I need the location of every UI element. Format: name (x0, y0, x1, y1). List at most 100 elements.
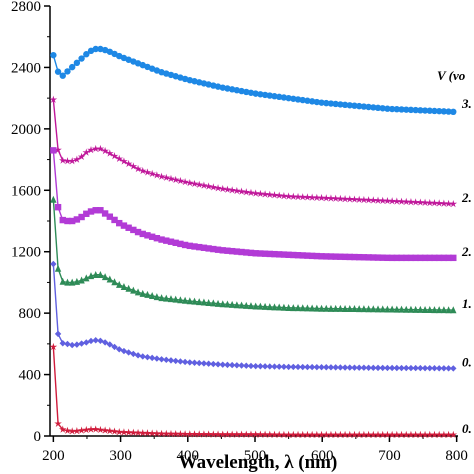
data-point (379, 254, 386, 261)
data-point (294, 363, 302, 371)
data-point (355, 305, 363, 313)
data-point (120, 428, 128, 436)
series-line (52, 150, 454, 259)
data-point (337, 253, 344, 260)
data-point (247, 362, 255, 370)
series-line (52, 48, 454, 113)
data-point (332, 253, 339, 260)
data-point (251, 189, 260, 197)
data-point (327, 100, 335, 107)
data-point (73, 427, 81, 435)
data-point (261, 91, 269, 99)
data-point (285, 251, 292, 258)
y-tick-label: 0 (34, 429, 42, 445)
data-point (440, 430, 448, 439)
data-point (91, 144, 100, 153)
data-point (97, 270, 104, 278)
data-point (369, 430, 378, 439)
data-point (83, 210, 90, 217)
data-point (224, 361, 231, 369)
data-point (177, 296, 184, 304)
data-point (177, 240, 184, 248)
data-point (205, 360, 212, 367)
data-point (345, 195, 354, 203)
data-point (233, 430, 241, 438)
data-point (157, 172, 166, 180)
data-point (96, 144, 105, 153)
data-point (223, 430, 232, 438)
data-point (294, 252, 302, 259)
data-point (97, 207, 104, 214)
data-point (242, 188, 251, 196)
data-point (378, 430, 387, 439)
data-point (374, 104, 382, 112)
data-point (298, 430, 307, 439)
data-point (157, 429, 166, 437)
data-point (101, 210, 109, 217)
data-point (412, 254, 419, 262)
data-point (313, 98, 321, 106)
data-point (200, 360, 208, 367)
data-point (237, 430, 246, 438)
data-point (238, 362, 245, 369)
data-point (73, 341, 81, 348)
data-point (209, 430, 218, 438)
data-point (412, 364, 419, 372)
data-point (91, 425, 100, 433)
series-line (52, 99, 454, 205)
data-point (116, 219, 123, 227)
data-point (247, 430, 255, 438)
data-point (143, 168, 152, 176)
data-point (369, 196, 378, 204)
data-point (50, 147, 57, 154)
data-point (50, 51, 57, 59)
data-point (384, 364, 391, 372)
data-point (445, 254, 452, 262)
data-point (252, 250, 259, 257)
data-point (238, 301, 245, 309)
y-tick-label: 800 (19, 306, 42, 322)
data-point (87, 146, 95, 154)
data-point (323, 304, 330, 312)
data-point (181, 358, 189, 366)
data-point (200, 181, 208, 189)
data-point (116, 280, 123, 288)
data-point (323, 99, 330, 107)
data-point (148, 169, 156, 178)
data-point (58, 156, 67, 164)
x-tick-label: 200 (42, 448, 65, 464)
data-point (256, 189, 265, 198)
data-point (191, 297, 198, 305)
data-point (158, 294, 165, 302)
data-point (271, 363, 278, 370)
data-point (82, 425, 91, 434)
data-point (346, 364, 353, 371)
data-point (191, 243, 198, 250)
data-point (365, 254, 372, 261)
data-point (111, 278, 118, 286)
data-point (266, 250, 273, 258)
x-tick-label: 800 (445, 448, 468, 464)
data-point (299, 96, 306, 104)
data-point (252, 90, 259, 97)
data-point (63, 426, 72, 434)
data-point (252, 362, 259, 370)
data-point (59, 277, 66, 285)
data-point (204, 182, 213, 190)
data-point (238, 248, 245, 256)
series-layer (49, 45, 458, 439)
data-point (243, 362, 250, 369)
data-point (158, 236, 165, 243)
data-point (397, 430, 406, 439)
data-point (346, 253, 353, 261)
data-point (243, 249, 250, 256)
data-point (204, 430, 213, 438)
data-point (223, 185, 232, 193)
data-point (87, 337, 95, 345)
data-point (87, 425, 95, 433)
data-point (144, 290, 151, 298)
data-point (125, 284, 132, 292)
data-point (341, 101, 349, 109)
data-point (247, 188, 255, 197)
series-0 (50, 45, 457, 116)
